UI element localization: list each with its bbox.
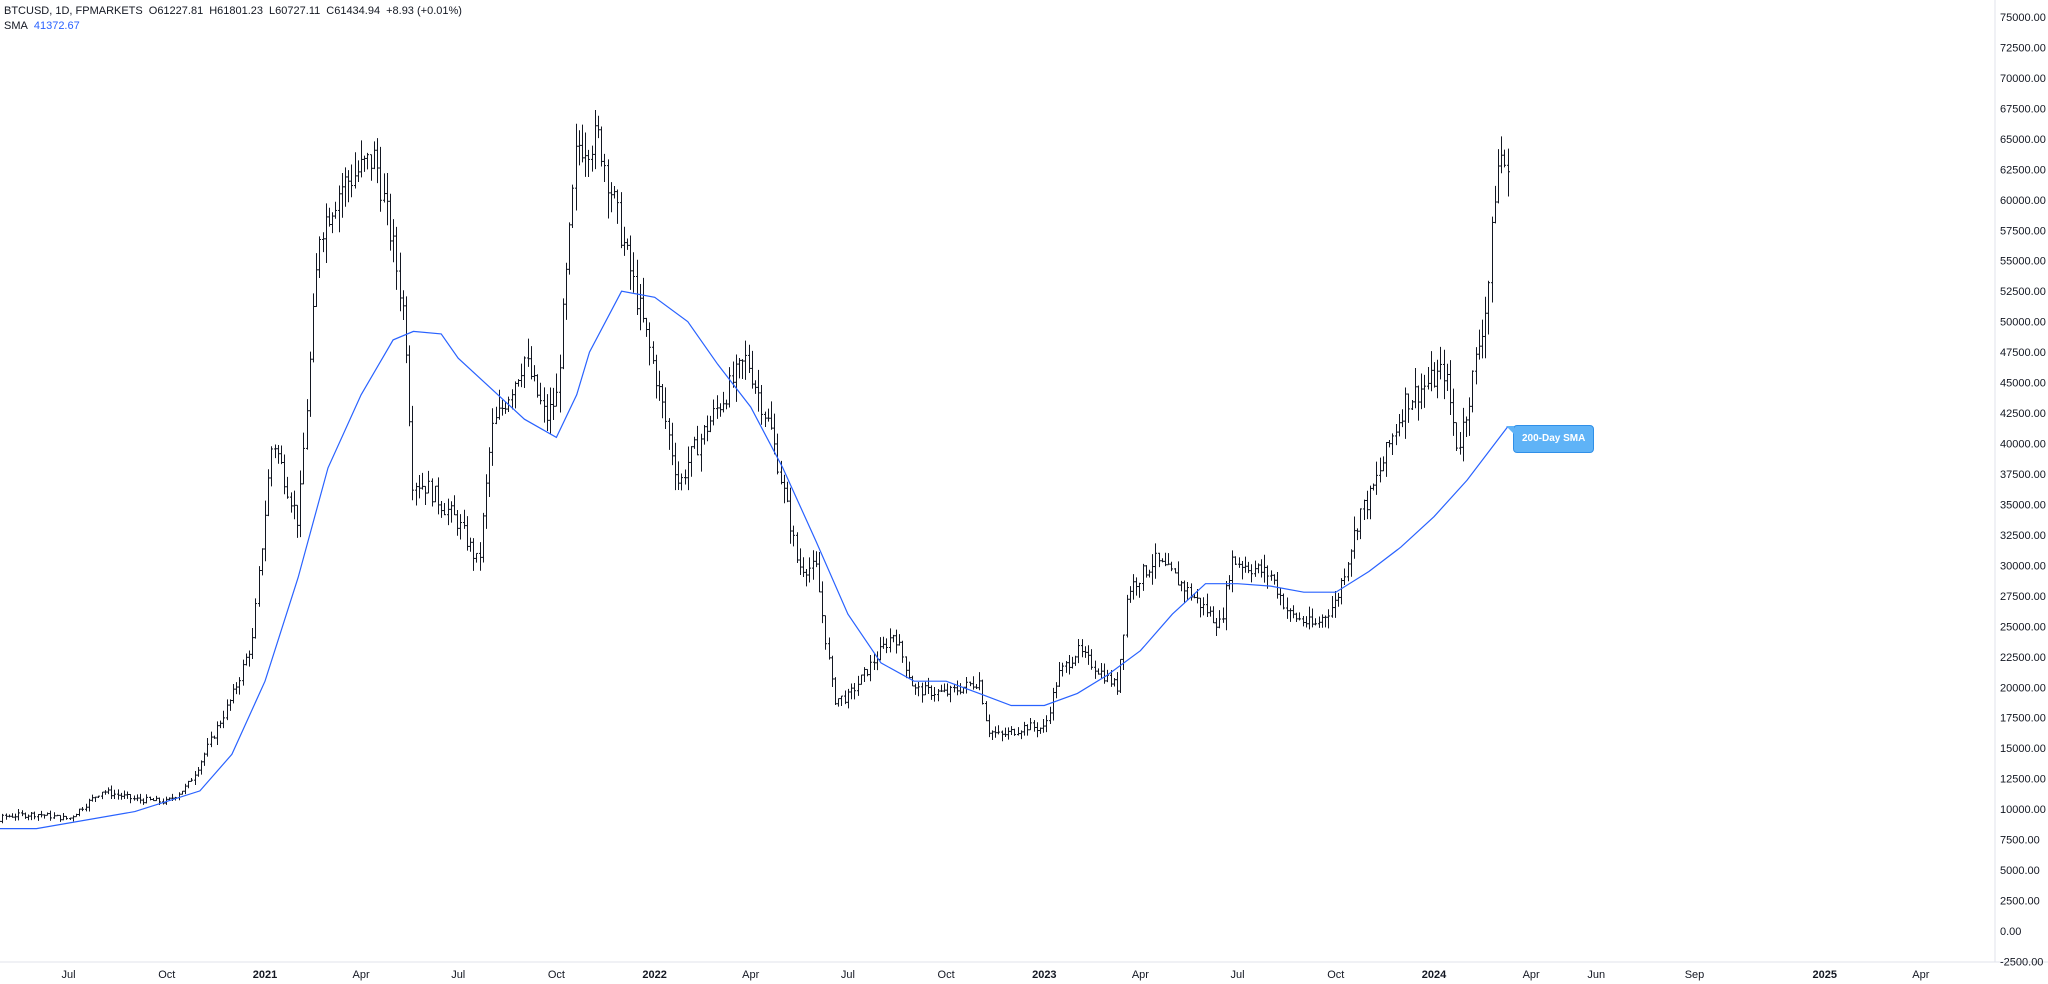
x-tick-label: Apr xyxy=(742,969,759,981)
y-tick-label: 27500.00 xyxy=(2000,591,2046,603)
y-tick-label: 72500.00 xyxy=(2000,42,2046,54)
y-tick-label: 2500.00 xyxy=(2000,896,2040,908)
y-tick-label: 55000.00 xyxy=(2000,256,2046,268)
y-tick-label: 70000.00 xyxy=(2000,73,2046,85)
y-tick-label: 17500.00 xyxy=(2000,713,2046,725)
x-tick-label: 2023 xyxy=(1032,969,1056,981)
legend-low-label: L xyxy=(269,5,276,17)
x-tick-label: Apr xyxy=(1523,969,1540,981)
legend-low-value: 60727.11 xyxy=(275,5,321,17)
y-tick-label: 75000.00 xyxy=(2000,12,2046,24)
x-tick-label: Oct xyxy=(158,969,175,981)
legend-sma-value: 41372.67 xyxy=(33,20,80,32)
legend-high-label: H xyxy=(209,5,218,17)
y-tick-label: 25000.00 xyxy=(2000,621,2046,633)
y-tick-label: 10000.00 xyxy=(2000,804,2046,816)
y-tick-label: 42500.00 xyxy=(2000,408,2046,420)
y-tick-label: 20000.00 xyxy=(2000,682,2046,694)
y-tick-label: 65000.00 xyxy=(2000,134,2046,146)
y-tick-label: 37500.00 xyxy=(2000,469,2046,481)
x-tick-label: Apr xyxy=(1912,969,1929,981)
x-tick-label: Oct xyxy=(1327,969,1344,981)
legend-symbol[interactable]: BTCUSD, 1D, FPMARKETS xyxy=(4,5,143,17)
x-tick-label: Jul xyxy=(1231,969,1245,981)
x-tick-label: Apr xyxy=(353,969,370,981)
sma-annotation-callout[interactable]: 200-Day SMA xyxy=(1505,425,1595,453)
legend-open-label: O xyxy=(148,5,158,17)
x-tick-label: 2021 xyxy=(253,969,277,981)
x-tick-label: Jul xyxy=(841,969,855,981)
y-tick-label: 67500.00 xyxy=(2000,103,2046,115)
legend-high-value: 61801.23 xyxy=(217,5,264,17)
y-tick-label: 35000.00 xyxy=(2000,499,2046,511)
y-tick-label: 47500.00 xyxy=(2000,347,2046,359)
y-tick-label: 22500.00 xyxy=(2000,652,2046,664)
y-tick-label: 45000.00 xyxy=(2000,378,2046,390)
x-tick-label: Apr xyxy=(1132,969,1149,981)
sma-line xyxy=(0,290,1509,830)
y-tick-label: -2500.00 xyxy=(2000,956,2043,968)
x-tick-label: Jul xyxy=(451,969,465,981)
ohlc-bars xyxy=(0,109,1510,824)
y-tick-label: 7500.00 xyxy=(2000,835,2040,847)
legend-ohlc-row: BTCUSD, 1D, FPMARKETS O61227.81 H61801.23 L… xyxy=(4,4,462,19)
legend-sma-label[interactable]: SMA xyxy=(4,20,28,32)
legend-change-value: +8.93 (+0.01%) xyxy=(386,5,462,17)
x-tick-label: Jun xyxy=(1587,969,1605,981)
x-tick-label: 2025 xyxy=(1812,969,1836,981)
chart-legend: BTCUSD, 1D, FPMARKETS O61227.81 H61801.23 L… xyxy=(4,4,462,34)
y-tick-label: 32500.00 xyxy=(2000,530,2046,542)
y-tick-label: 0.00 xyxy=(2000,926,2021,938)
x-tick-label: Oct xyxy=(548,969,565,981)
x-tick-label: 2022 xyxy=(642,969,666,981)
y-tick-label: 12500.00 xyxy=(2000,774,2046,786)
x-tick-label: Oct xyxy=(938,969,955,981)
legend-close-value: 61434.94 xyxy=(334,5,381,17)
y-tick-label: 52500.00 xyxy=(2000,286,2046,298)
y-tick-label: 62500.00 xyxy=(2000,164,2046,176)
y-tick-label: 40000.00 xyxy=(2000,439,2046,451)
y-tick-label: 60000.00 xyxy=(2000,195,2046,207)
y-tick-label: 30000.00 xyxy=(2000,560,2046,572)
x-tick-label: 2024 xyxy=(1422,969,1447,981)
y-tick-label: 57500.00 xyxy=(2000,225,2046,237)
y-tick-label: 5000.00 xyxy=(2000,865,2040,877)
legend-open-value: 61227.81 xyxy=(157,5,204,17)
legend-close-label: C xyxy=(326,5,335,17)
y-tick-label: 50000.00 xyxy=(2000,317,2046,329)
x-tick-label: Jul xyxy=(62,969,76,981)
y-tick-label: 15000.00 xyxy=(2000,743,2046,755)
legend-sma-row: SMA 41372.67 xyxy=(4,19,462,34)
x-tick-label: Sep xyxy=(1685,969,1705,981)
